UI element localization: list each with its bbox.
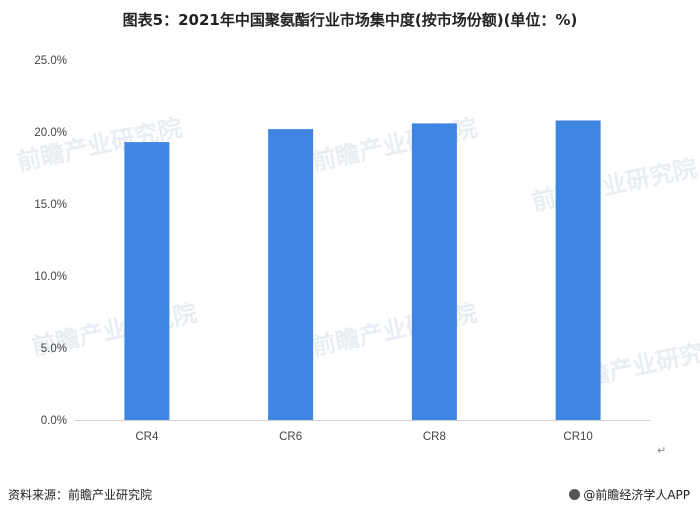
y-tick-label: 20.0% (34, 127, 67, 139)
y-tick-label: 5.0% (41, 343, 67, 355)
source-note: 资料来源：前瞻产业研究院 (8, 488, 153, 502)
bar-cr8 (411, 123, 457, 421)
x-tick-label: CR6 (279, 431, 302, 443)
bar-cr6 (268, 129, 314, 420)
bar-cr10 (555, 120, 601, 420)
x-tick-label: CR8 (423, 431, 446, 443)
brand-credit: @前瞻经济学人APP (569, 486, 690, 503)
return-mark: ↵ (657, 445, 667, 457)
brand-logo-icon (569, 489, 581, 500)
bar-cr4 (124, 142, 170, 420)
bar-chart: 0.0%5.0%10.0%15.0%20.0%25.0% CR4 CR6 CR8 CR… (34, 55, 650, 443)
y-tick-label: 15.0% (34, 199, 67, 211)
brand-text: @前瞻经济学人APP (583, 488, 690, 502)
bars (124, 120, 601, 421)
chart-title: 图表5：2021年中国聚氨酯行业市场集中度(按市场份额)(单位：%) (122, 11, 578, 29)
y-tick-label: 25.0% (34, 55, 67, 67)
x-axis: CR4 CR6 CR8 CR10 (135, 431, 592, 443)
x-tick-label: CR10 (563, 431, 592, 443)
y-axis: 0.0% 5.0% 10.0% 15.0% 20.0% 25.0% (34, 55, 67, 427)
x-tick-label: CR4 (135, 431, 159, 443)
y-tick-label: 0.0% (41, 415, 67, 427)
y-tick-label: 10.0% (34, 271, 67, 283)
